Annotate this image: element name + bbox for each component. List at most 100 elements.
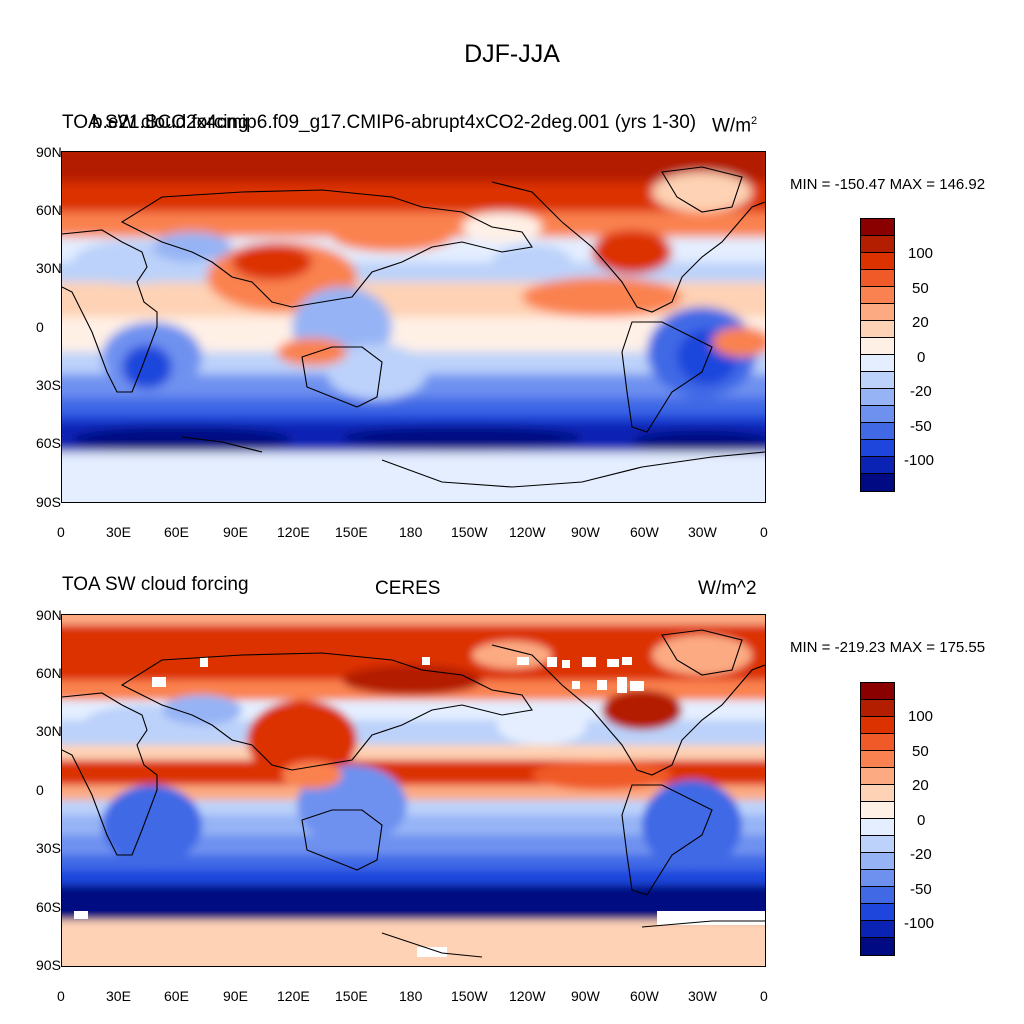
panel2-lon-label: 0 xyxy=(57,988,65,1004)
colorbar-swatch xyxy=(861,836,894,853)
colorbar-swatch xyxy=(861,389,894,406)
panel2-colorbar-label: -100 xyxy=(904,915,935,932)
panel1-colorbar xyxy=(860,218,895,492)
panel2-colorbar-label: 50 xyxy=(912,743,929,760)
panel2-lon-label: 30W xyxy=(688,988,717,1004)
panel2-lon-label: 30E xyxy=(106,988,131,1004)
panel1-center-title: b.e21.BCO2x4cmip6.f09_g17.CMIP6-abrupt4x… xyxy=(92,112,697,133)
colorbar-swatch xyxy=(861,785,894,802)
panel1-lon-label: 90W xyxy=(571,524,600,540)
colorbar-swatch xyxy=(861,717,894,734)
colorbar-swatch xyxy=(861,819,894,836)
panel1-lon-label: 60W xyxy=(630,524,659,540)
panel2-map-field xyxy=(62,615,765,966)
panel2-lon-label: 150E xyxy=(335,988,368,1004)
panel1-lon-label: 180 xyxy=(399,524,423,540)
panel2-colorbar-label: 100 xyxy=(908,708,934,725)
colorbar-swatch xyxy=(861,734,894,751)
colorbar-swatch xyxy=(861,683,894,700)
panel1-lat-label: 30N xyxy=(36,260,62,276)
colorbar-swatch xyxy=(861,355,894,372)
colorbar-swatch xyxy=(861,321,894,338)
panel2-min-max: MIN = -219.23 MAX = 175.55 xyxy=(790,639,986,656)
colorbar-swatch xyxy=(861,270,894,287)
colorbar-swatch xyxy=(861,802,894,819)
panel2-lat-label: 0 xyxy=(36,782,44,798)
colorbar-swatch xyxy=(861,751,894,768)
panel2-lon-label: 60W xyxy=(630,988,659,1004)
colorbar-swatch xyxy=(861,768,894,785)
panel2-lon-label: 90W xyxy=(571,988,600,1004)
panel2-lat-label: 60S xyxy=(36,899,61,915)
panel2-lat-label: 60N xyxy=(36,665,62,681)
panel1-lon-label: 90E xyxy=(223,524,248,540)
panel1-min-max: MIN = -150.47 MAX = 146.92 xyxy=(790,176,986,193)
panel1-lat-label: 90S xyxy=(36,494,61,510)
panel2-colorbar-label: 20 xyxy=(912,777,929,794)
colorbar-swatch xyxy=(861,372,894,389)
panel1-colorbar-label: 0 xyxy=(917,349,926,366)
colorbar-swatch xyxy=(861,219,894,236)
colorbar-swatch xyxy=(861,870,894,887)
panel1-lon-label: 60E xyxy=(164,524,189,540)
panel1-lon-label: 120E xyxy=(277,524,310,540)
panel1-lon-label: 30W xyxy=(688,524,717,540)
panel2-lat-label: 30S xyxy=(36,840,61,856)
panel2-lat-label: 30N xyxy=(36,723,62,739)
panel1-lat-label: 90N xyxy=(36,144,62,160)
colorbar-swatch xyxy=(861,406,894,423)
panel2-colorbar xyxy=(860,682,895,956)
panel1-map-field xyxy=(62,152,765,502)
colorbar-swatch xyxy=(861,904,894,921)
colorbar-swatch xyxy=(861,938,894,955)
colorbar-swatch xyxy=(861,440,894,457)
panel1-left-title: TOA SW cloud forcing xyxy=(62,112,249,133)
panel1-lon-label: 150E xyxy=(335,524,368,540)
panel1-units: W/m2 xyxy=(712,115,758,137)
panel2-colorbar-label: -50 xyxy=(910,881,932,898)
panel1-colorbar-label: 20 xyxy=(912,314,929,331)
figure-title: DJF-JJA xyxy=(464,40,560,68)
colorbar-swatch xyxy=(861,853,894,870)
panel2-left-title: TOA SW cloud forcing xyxy=(62,574,249,595)
panel1-lat-label: 0 xyxy=(36,319,44,335)
panel1-lon-label: 30E xyxy=(106,524,131,540)
colorbar-swatch xyxy=(861,457,894,474)
colorbar-swatch xyxy=(861,253,894,270)
panel1-lat-label: 30S xyxy=(36,377,61,393)
panel1-lat-label: 60S xyxy=(36,435,61,451)
colorbar-swatch xyxy=(861,474,894,491)
colorbar-swatch xyxy=(861,287,894,304)
panel2-lat-label: 90N xyxy=(36,607,62,623)
colorbar-swatch xyxy=(861,887,894,904)
panel1-lon-label: 0 xyxy=(57,524,65,540)
colorbar-swatch xyxy=(861,700,894,717)
panel2-colorbar-label: 0 xyxy=(917,812,926,829)
colorbar-swatch xyxy=(861,921,894,938)
panel1-colorbar-label: -100 xyxy=(904,452,935,469)
panel2-units: W/m^2 xyxy=(698,578,757,599)
colorbar-swatch xyxy=(861,338,894,355)
panel1-colorbar-label: 50 xyxy=(912,280,929,297)
panel1-lon-label: 120W xyxy=(509,524,546,540)
panel2-lon-label: 90E xyxy=(223,988,248,1004)
panel2-lon-label: 180 xyxy=(399,988,423,1004)
panel1-lat-label: 60N xyxy=(36,202,62,218)
panel2-lon-label: 120E xyxy=(277,988,310,1004)
panel1-lon-label: 0 xyxy=(760,524,768,540)
panel1-map xyxy=(61,151,766,503)
panel1-colorbar-label: 100 xyxy=(908,245,934,262)
panel2-lon-label: 150W xyxy=(451,988,488,1004)
panel2-colorbar-label: -20 xyxy=(910,846,932,863)
panel1-colorbar-label: -20 xyxy=(910,383,932,400)
panel2-lon-label: 0 xyxy=(760,988,768,1004)
panel1-colorbar-label: -50 xyxy=(910,418,932,435)
colorbar-swatch xyxy=(861,423,894,440)
colorbar-swatch xyxy=(861,304,894,321)
panel2-map xyxy=(61,614,766,967)
panel1-lon-label: 150W xyxy=(451,524,488,540)
panel2-lat-label: 90S xyxy=(36,957,61,973)
panel2-center-title: CERES xyxy=(375,578,441,599)
panel2-lon-label: 120W xyxy=(509,988,546,1004)
panel2-lon-label: 60E xyxy=(164,988,189,1004)
